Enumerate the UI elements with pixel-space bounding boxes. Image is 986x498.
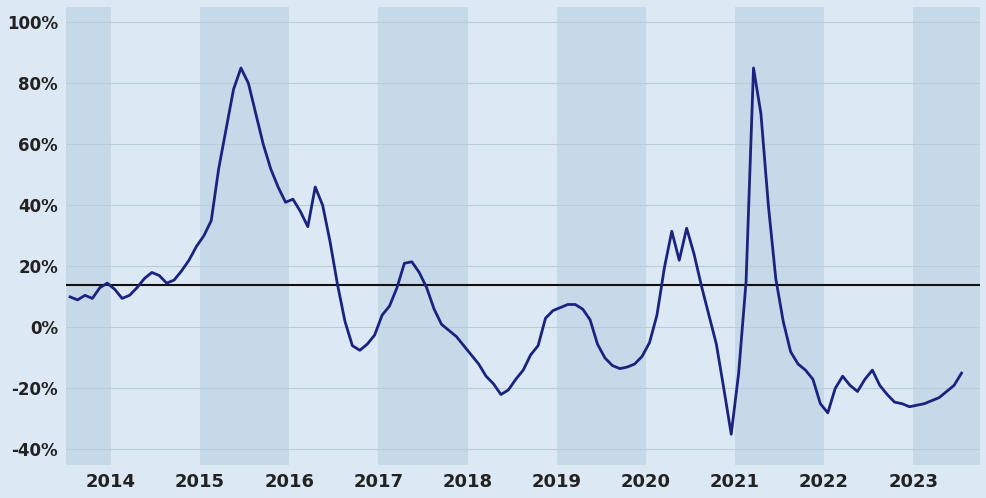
Bar <box>556 7 645 465</box>
Bar <box>378 7 467 465</box>
Bar <box>645 7 735 465</box>
Bar <box>735 7 823 465</box>
Bar <box>66 7 110 465</box>
Bar <box>823 7 912 465</box>
Bar <box>289 7 378 465</box>
Bar <box>110 7 200 465</box>
Bar <box>200 7 289 465</box>
Bar <box>912 7 979 465</box>
Bar <box>467 7 556 465</box>
